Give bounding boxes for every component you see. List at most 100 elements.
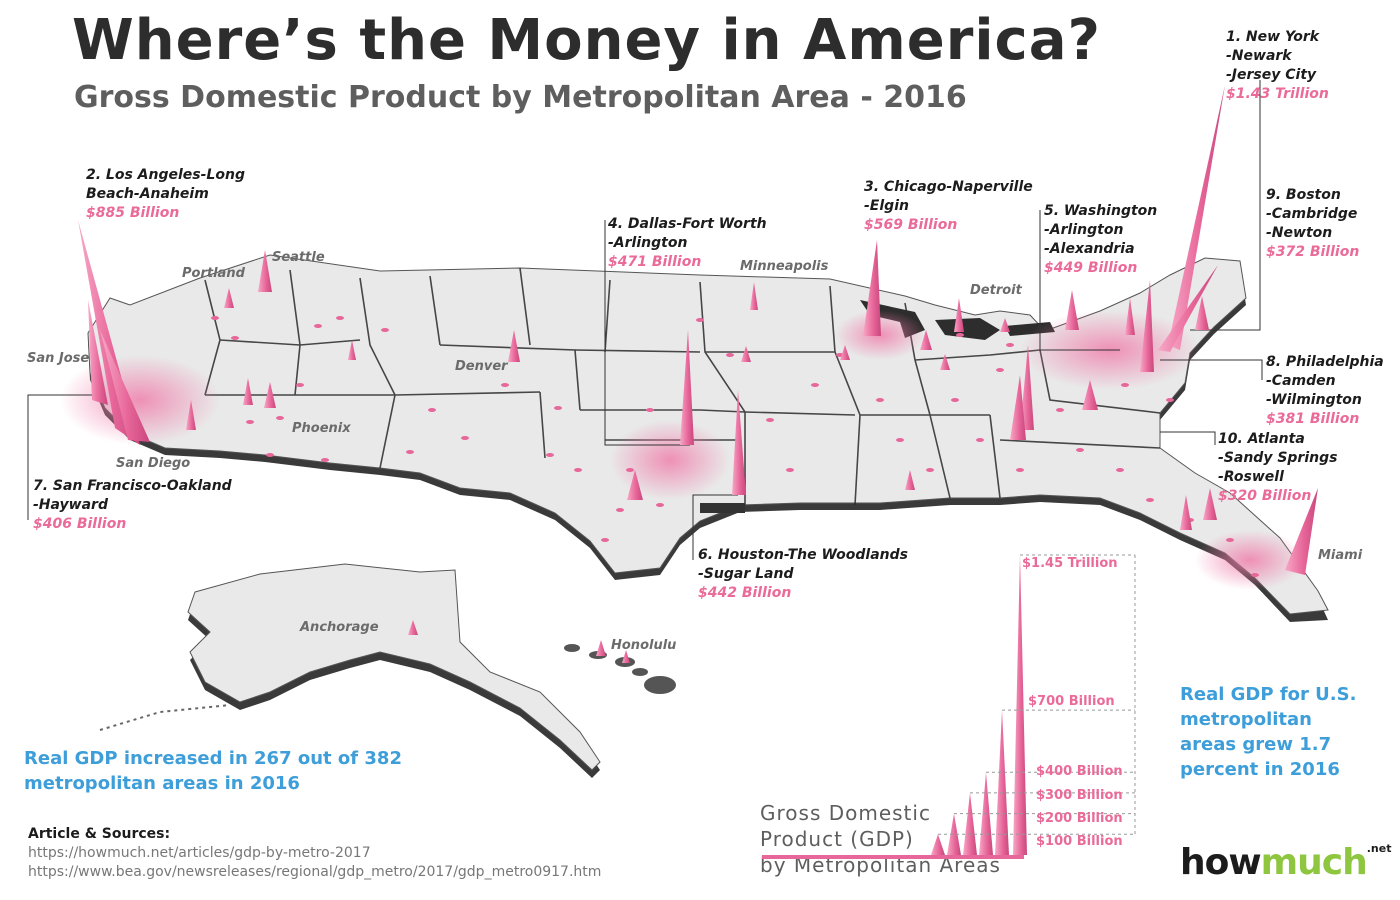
metro-name: 9. Boston xyxy=(1266,187,1341,203)
metro-name: 6. Houston-The Woodlands xyxy=(698,547,908,563)
note-gdp-increase: Real GDP increased in 267 out of 382 met… xyxy=(24,746,402,796)
spike-chicago xyxy=(863,240,881,336)
sources-heading: Article & Sources: xyxy=(28,826,171,842)
metro-name-line: -Roswell xyxy=(1218,469,1284,485)
legend-spike xyxy=(931,834,945,855)
metro-name: 2. Los Angeles-Long xyxy=(86,167,245,183)
metro-name-line: -Jersey City xyxy=(1226,67,1317,83)
metro-name: 3. Chicago-Naperville xyxy=(864,179,1033,195)
metro-name-line: -Alexandria xyxy=(1044,241,1135,257)
city-label-denver: Denver xyxy=(455,359,508,374)
legend-spike xyxy=(1013,555,1027,855)
metro-label-new-york: 1. New York -Newark -Jersey City $1.43 T… xyxy=(1226,28,1329,104)
metro-name-line: -Cambridge xyxy=(1266,206,1358,222)
city-label-san-jose: San Jose xyxy=(27,351,90,366)
metro-gdp-value: $885 Billion xyxy=(86,205,180,221)
legend-guides xyxy=(938,554,1136,835)
legend-spike xyxy=(995,710,1009,855)
small-metro-dots xyxy=(211,316,1259,577)
spike-new-york xyxy=(1168,85,1225,350)
metro-name-line: -Newark xyxy=(1226,48,1292,64)
source-link[interactable]: https://www.bea.gov/newsreleases/regiona… xyxy=(28,864,602,880)
state-borders xyxy=(204,267,1161,506)
metro-name: 4. Dallas-Fort Worth xyxy=(608,216,767,232)
metro-name-line: -Arlington xyxy=(608,235,688,251)
spike-dallas xyxy=(680,330,694,445)
top-spikes xyxy=(78,85,1318,575)
note-line: metropolitan xyxy=(1180,709,1312,730)
metro-name-line: -Elgin xyxy=(864,198,909,214)
metro-name-line: -Arlington xyxy=(1044,222,1124,238)
note-line: Real GDP increased in 267 out of 382 xyxy=(24,748,402,769)
metro-label-philadelphia: 8. Philadelphia -Camden -Wilmington $381… xyxy=(1266,353,1384,429)
city-label-honolulu: Honolulu xyxy=(611,638,677,653)
note-line: metropolitan areas in 2016 xyxy=(24,773,300,794)
legend-spike xyxy=(947,813,961,855)
metro-gdp-value: $372 Billion xyxy=(1266,244,1360,260)
spike-san-jose xyxy=(100,330,150,442)
city-label-detroit: Detroit xyxy=(970,283,1022,298)
alaska xyxy=(187,563,601,771)
spike-washington xyxy=(1020,345,1034,430)
spike-atlanta xyxy=(1010,375,1026,440)
metro-label-boston: 9. Boston -Cambridge -Newton $372 Billio… xyxy=(1266,186,1359,262)
metro-name: 10. Atlanta xyxy=(1218,431,1305,447)
spike-philadelphia xyxy=(1140,280,1154,372)
metro-name: 8. Philadelphia xyxy=(1266,354,1384,370)
leader-lines xyxy=(27,80,1263,560)
page-title: Where’s the Money in America? xyxy=(72,8,1101,73)
city-label-minneapolis: Minneapolis xyxy=(740,259,829,274)
legend-scale-label: $400 Billion xyxy=(1036,764,1123,779)
legend-scale-label: $100 Billion xyxy=(1036,834,1123,849)
metro-gdp-value: $442 Billion xyxy=(698,585,792,601)
legend-title-line: Product (GDP) xyxy=(760,827,914,851)
gulf-shadow xyxy=(700,503,745,513)
metro-label-dallas: 4. Dallas-Fort Worth -Arlington $471 Bil… xyxy=(608,215,767,272)
spike-miami xyxy=(1285,488,1318,575)
metro-name: 1. New York xyxy=(1226,29,1320,45)
page-subtitle: Gross Domestic Product by Metropolitan A… xyxy=(74,80,967,115)
logo-how: how xyxy=(1180,842,1262,883)
metro-name-line: -Wilmington xyxy=(1266,392,1362,408)
note-line: Real GDP for U.S. xyxy=(1180,684,1357,705)
metro-gdp-value: $449 Billion xyxy=(1044,260,1138,276)
spike-boston xyxy=(1158,265,1218,352)
note-gdp-growth: Real GDP for U.S. metropolitan areas gre… xyxy=(1180,682,1356,782)
city-label-seattle: Seattle xyxy=(272,250,325,265)
howmuch-logo[interactable]: howmuch.net xyxy=(1180,842,1391,883)
source-link[interactable]: https://howmuch.net/articles/gdp-by-metr… xyxy=(28,845,371,861)
metro-label-san-francisco: 7. San Francisco-Oakland -Hayward $406 B… xyxy=(33,477,232,534)
metro-name: 7. San Francisco-Oakland xyxy=(33,478,232,494)
metro-name-line: -Sugar Land xyxy=(698,566,794,582)
metro-name-line: -Camden xyxy=(1266,373,1336,389)
legend-scale-label: $1.45 Trillion xyxy=(1022,556,1118,571)
metro-gdp-value: $569 Billion xyxy=(864,217,958,233)
legend-title: Gross Domestic Product (GDP) by Metropol… xyxy=(760,800,1001,878)
metro-label-houston: 6. Houston-The Woodlands -Sugar Land $44… xyxy=(698,546,908,603)
spike-san-francisco xyxy=(88,300,108,405)
metro-label-chicago: 3. Chicago-Naperville -Elgin $569 Billio… xyxy=(864,178,1033,235)
note-line: percent in 2016 xyxy=(1180,759,1340,780)
city-label-portland: Portland xyxy=(182,266,245,281)
note-line: areas grew 1.7 xyxy=(1180,734,1332,755)
metro-gdp-value: $1.43 Trillion xyxy=(1226,86,1329,102)
metro-name-line: -Sandy Springs xyxy=(1218,450,1338,466)
metro-gdp-value: $320 Billion xyxy=(1218,488,1312,504)
metro-name-line: -Hayward xyxy=(33,497,108,513)
logo-much: much xyxy=(1260,842,1368,883)
metro-label-washington: 5. Washington -Arlington -Alexandria $44… xyxy=(1044,202,1157,278)
city-label-anchorage: Anchorage xyxy=(300,620,379,635)
metro-gdp-value: $381 Billion xyxy=(1266,411,1360,427)
metro-gdp-value: $471 Billion xyxy=(608,254,702,270)
metro-name-line: Beach-Anaheim xyxy=(86,186,209,202)
legend-scale-label: $300 Billion xyxy=(1036,788,1123,803)
city-label-phoenix: Phoenix xyxy=(292,421,351,436)
legend-title-line: Gross Domestic xyxy=(760,801,931,825)
legend-baseline xyxy=(762,855,1024,859)
metro-name: 5. Washington xyxy=(1044,203,1158,219)
logo-net: .net xyxy=(1366,842,1392,855)
spike-houston xyxy=(732,390,746,495)
city-label-miami: Miami xyxy=(1318,548,1363,563)
legend-spike xyxy=(963,792,977,855)
